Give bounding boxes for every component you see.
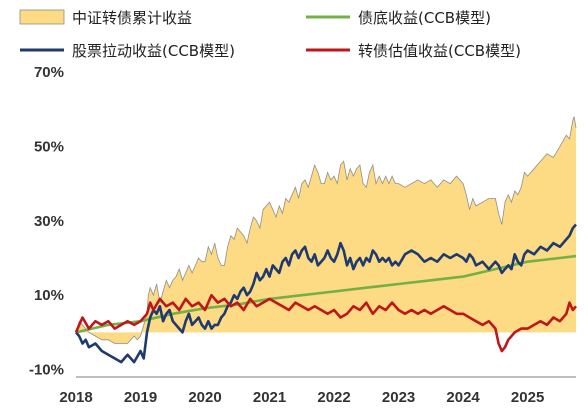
x-tick-label: 2019 — [124, 389, 157, 406]
legend: 中证转债累计收益 债底收益(CCB模型) 股票拉动收益(CCB模型) 转债估值收益(C… — [19, 9, 521, 60]
x-tick-label: 2018 — [59, 389, 92, 406]
legend-label: 股票拉动收益(CCB模型) — [72, 42, 235, 60]
legend-item: 中证转债累计收益 — [19, 9, 192, 27]
series-area-edge — [75, 116, 577, 344]
legend-label: 中证转债累计收益 — [72, 9, 192, 27]
legend-item: 股票拉动收益(CCB模型) — [20, 42, 235, 60]
series-area-cb-index — [76, 116, 576, 344]
y-tick-label: 10% — [34, 287, 64, 304]
legend-label: 债底收益(CCB模型) — [358, 9, 491, 27]
axis-layer: 70% 50% 30% 10% -10% 2018 2019 2020 2021 2022 2023… — [29, 64, 576, 406]
x-tick-label: 2024 — [446, 389, 480, 406]
x-tick-label: 2021 — [253, 389, 286, 406]
y-tick-label: 50% — [34, 138, 64, 155]
legend-swatch — [19, 9, 65, 25]
legend-item: 转债估值收益(CCB模型) — [306, 42, 521, 60]
legend-item: 债底收益(CCB模型) — [306, 9, 491, 27]
x-tick-label: 2020 — [188, 389, 221, 406]
series-line-2 — [75, 223, 577, 364]
y-tick-label: -10% — [29, 362, 64, 379]
y-tick-label: 30% — [34, 213, 64, 230]
series-line-3 — [74, 293, 577, 353]
line-layer — [74, 223, 577, 364]
area-layer — [75, 116, 577, 344]
x-tick-label: 2025 — [511, 389, 544, 406]
x-tick-label: 2022 — [317, 389, 350, 406]
x-tick-label: 2023 — [382, 389, 415, 406]
legend-label: 转债估值收益(CCB模型) — [358, 42, 521, 60]
y-tick-label: 70% — [34, 64, 64, 81]
